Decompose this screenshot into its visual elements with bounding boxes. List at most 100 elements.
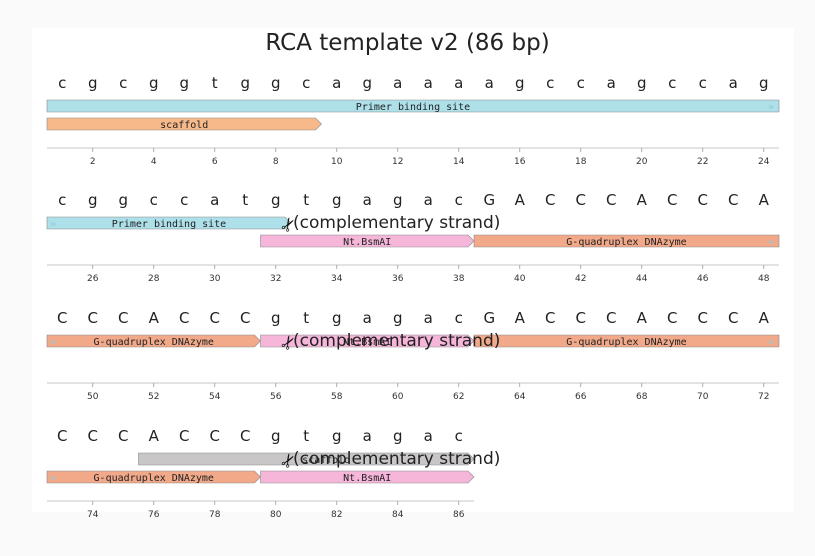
base-letter: g bbox=[515, 74, 525, 92]
feature-label: Primer binding site bbox=[112, 219, 226, 230]
ruler-tick-label: 44 bbox=[636, 274, 648, 284]
base-letter: g bbox=[271, 74, 281, 92]
ruler-tick-label: 20 bbox=[636, 157, 648, 167]
base-letter: a bbox=[363, 427, 372, 445]
base-letter: a bbox=[454, 74, 463, 92]
continuation-arrow-icon: » bbox=[50, 219, 56, 230]
feature-label: G-quadruplex DNAzyme bbox=[94, 337, 214, 348]
base-letter: g bbox=[271, 309, 281, 327]
feature-dnazyme bbox=[473, 234, 780, 248]
ruler-tick-label: 34 bbox=[331, 274, 343, 284]
base-letter: C bbox=[606, 309, 616, 327]
base-letter: g bbox=[149, 74, 159, 92]
feature-primer-binding-site bbox=[46, 99, 780, 113]
base-letter: c bbox=[668, 74, 676, 92]
feature-nicking-site bbox=[260, 234, 475, 248]
continuation-arrow-icon: » bbox=[50, 473, 56, 484]
ruler-tick-label: 56 bbox=[270, 392, 282, 402]
ruler-tick-label: 28 bbox=[148, 274, 160, 284]
ruler-tick-label: 40 bbox=[514, 274, 526, 284]
cut-site-label: (complementary strand) bbox=[293, 449, 500, 469]
cut-site-label: (complementary strand) bbox=[293, 213, 500, 233]
base-letter: c bbox=[577, 74, 585, 92]
base-letter: t bbox=[212, 74, 218, 92]
base-letter: C bbox=[576, 191, 586, 209]
ruler-tick-label: 80 bbox=[270, 510, 282, 520]
base-letter: C bbox=[210, 427, 220, 445]
ruler-tick-label: 26 bbox=[87, 274, 99, 284]
base-letter: t bbox=[303, 191, 309, 209]
base-letter: C bbox=[240, 309, 250, 327]
base-letter: a bbox=[607, 74, 616, 92]
base-letter: c bbox=[546, 74, 554, 92]
ruler-tick-label: 10 bbox=[331, 157, 343, 167]
base-letter: t bbox=[242, 191, 248, 209]
base-letter: c bbox=[455, 309, 463, 327]
feature-primer-binding-site bbox=[46, 216, 292, 230]
base-letter: A bbox=[759, 191, 770, 209]
base-letter: A bbox=[515, 309, 526, 327]
continuation-arrow-icon: » bbox=[50, 337, 56, 348]
base-letter: C bbox=[728, 191, 738, 209]
ruler-tick-label: 50 bbox=[87, 392, 99, 402]
ruler-tick-label: 54 bbox=[209, 392, 221, 402]
ruler-tick-label: 12 bbox=[392, 157, 403, 167]
base-letter: C bbox=[576, 309, 586, 327]
feature-label: G-quadruplex DNAzyme bbox=[566, 237, 686, 248]
base-letter: g bbox=[271, 191, 281, 209]
ruler-tick-label: 82 bbox=[331, 510, 342, 520]
base-letter: a bbox=[424, 309, 433, 327]
base-letter: c bbox=[58, 74, 66, 92]
feature-label: Nt.BsmAI bbox=[343, 473, 391, 484]
base-letter: C bbox=[667, 191, 677, 209]
base-letter: C bbox=[57, 427, 67, 445]
base-letter: a bbox=[424, 427, 433, 445]
ruler-tick-label: 36 bbox=[392, 274, 404, 284]
ruler-tick-label: 32 bbox=[270, 274, 281, 284]
base-letter: c bbox=[58, 191, 66, 209]
ruler-tick-label: 48 bbox=[758, 274, 770, 284]
base-letter: C bbox=[118, 427, 128, 445]
base-letter: g bbox=[118, 191, 128, 209]
base-letter: C bbox=[240, 427, 250, 445]
base-letter: g bbox=[240, 74, 250, 92]
cut-site-label: (complementary strand) bbox=[293, 331, 500, 351]
base-letter: C bbox=[667, 309, 677, 327]
feature-label: G-quadruplex DNAzyme bbox=[566, 337, 686, 348]
base-letter: C bbox=[606, 191, 616, 209]
ruler-tick-label: 52 bbox=[148, 392, 159, 402]
ruler-tick-label: 24 bbox=[758, 157, 770, 167]
ruler-tick-label: 68 bbox=[636, 392, 648, 402]
base-letter: g bbox=[393, 427, 403, 445]
base-letter: g bbox=[393, 191, 403, 209]
base-letter: a bbox=[210, 191, 219, 209]
feature-label: scaffold bbox=[160, 120, 208, 131]
ruler-tick-label: 64 bbox=[514, 392, 526, 402]
ruler-tick-label: 42 bbox=[575, 274, 586, 284]
base-letter: G bbox=[483, 191, 495, 209]
base-letter: C bbox=[179, 309, 189, 327]
ruler-tick-label: 70 bbox=[697, 392, 709, 402]
feature-nicking-site bbox=[260, 334, 475, 348]
ruler-tick-label: 46 bbox=[697, 274, 709, 284]
ruler-tick-label: 30 bbox=[209, 274, 221, 284]
base-letter: a bbox=[729, 74, 738, 92]
base-letter: c bbox=[302, 74, 310, 92]
base-letter: g bbox=[88, 74, 98, 92]
ruler-tick-label: 58 bbox=[331, 392, 343, 402]
base-letter: C bbox=[545, 191, 555, 209]
ruler-tick-label: 2 bbox=[90, 157, 96, 167]
base-letter: A bbox=[149, 427, 160, 445]
base-letter: C bbox=[728, 309, 738, 327]
ruler-tick-label: 84 bbox=[392, 510, 404, 520]
base-letter: G bbox=[483, 309, 495, 327]
ruler-tick-label: 4 bbox=[151, 157, 157, 167]
base-letter: C bbox=[179, 427, 189, 445]
feature-dnazyme bbox=[46, 334, 261, 348]
base-letter: A bbox=[637, 191, 648, 209]
base-letter: c bbox=[699, 74, 707, 92]
ruler-tick-label: 22 bbox=[697, 157, 708, 167]
base-letter: c bbox=[119, 74, 127, 92]
